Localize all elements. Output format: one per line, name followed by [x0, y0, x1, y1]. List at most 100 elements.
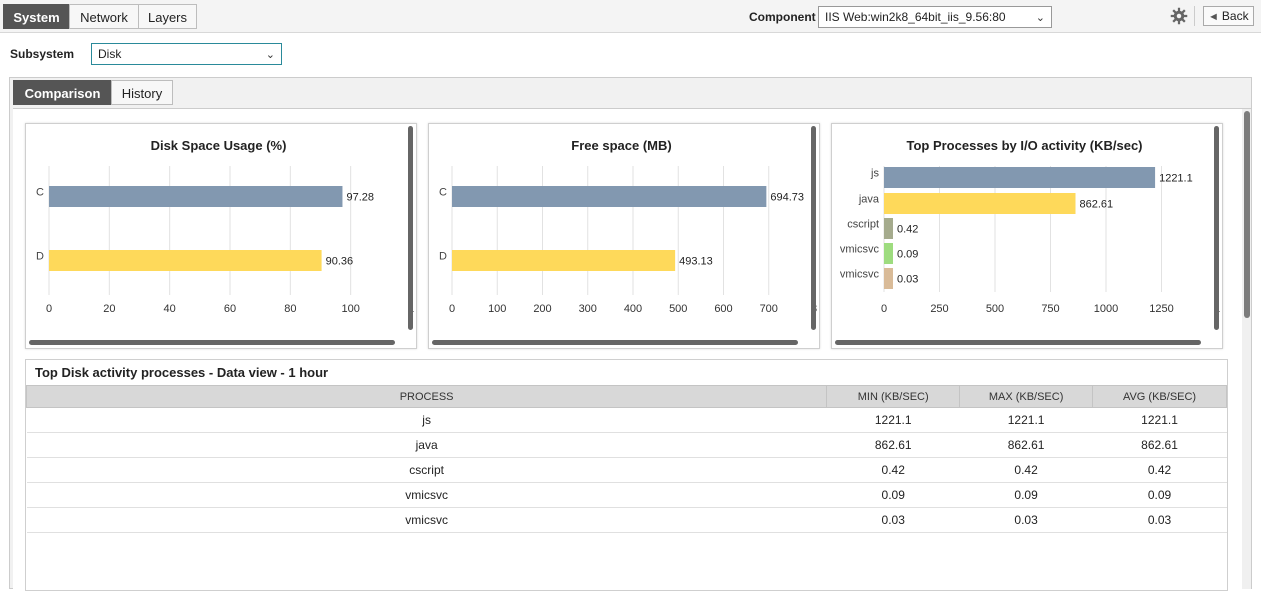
cell-max: 0.09: [959, 482, 1093, 508]
x-tick-label: 750: [1041, 303, 1059, 315]
x-tick-label: 0: [449, 303, 455, 315]
gear-icon[interactable]: [1170, 7, 1188, 25]
bar: [884, 218, 893, 239]
x-tick-label: 400: [624, 303, 642, 315]
chart-title: Top Processes by I/O activity (KB/sec): [906, 138, 1143, 153]
top-processes-io-chart: Top Processes by I/O activity (KB/sec) 0…: [831, 123, 1223, 349]
category-label: vmicsvc: [840, 269, 880, 281]
x-tick-label: 60: [224, 303, 236, 315]
table-row[interactable]: vmicsvc 0.09 0.09 0.09: [26, 482, 1227, 508]
x-tick-label: 100: [341, 303, 359, 315]
table-row[interactable]: java 862.61 862.61 862.61: [26, 432, 1227, 458]
cell-max: 1221.1: [959, 407, 1093, 433]
x-tick-label: 100: [488, 303, 506, 315]
x-tick-label: 300: [579, 303, 597, 315]
bar: [49, 250, 322, 271]
column-header-process[interactable]: PROCESS: [25, 385, 828, 408]
chevron-down-icon: ⌄: [265, 49, 275, 61]
bar-value-label: 0.42: [897, 224, 918, 236]
category-label: js: [870, 168, 879, 180]
toolbar-divider: [1194, 6, 1195, 26]
cell-min: 1221.1: [826, 407, 960, 433]
bar-value-label: 0.03: [897, 274, 918, 286]
cell-avg: 0.03: [1092, 507, 1227, 533]
top-toolbar: System Network Layers Component IIS Web:…: [0, 0, 1261, 33]
disk-space-usage-chart: Disk Space Usage (%) 020406080100197.28C…: [25, 123, 417, 349]
x-tick-label: 200: [533, 303, 551, 315]
bar: [884, 167, 1156, 188]
bar-value-label: 862.61: [1079, 199, 1113, 211]
x-tick-label: 20: [103, 303, 115, 315]
x-tick-label: 0: [46, 303, 52, 315]
tab-layers[interactable]: Layers: [138, 4, 197, 29]
back-arrow-icon: ◄: [1208, 11, 1219, 23]
cell-max: 0.03: [959, 507, 1093, 533]
subsystem-select[interactable]: Disk ⌄: [91, 43, 282, 65]
bar-value-label: 90.36: [326, 256, 354, 268]
cell-process: vmicsvc: [26, 507, 827, 533]
vertical-scrollbar[interactable]: [1242, 109, 1251, 589]
cell-process: cscript: [26, 457, 827, 483]
bar: [884, 243, 893, 264]
vertical-scrollbar-thumb[interactable]: [1244, 111, 1250, 318]
disk-activity-table-panel: Top Disk activity processes - Data view …: [25, 359, 1228, 591]
component-value: IIS Web:win2k8_64bit_iis_9.56:80: [825, 10, 1006, 24]
category-label: C: [439, 187, 447, 199]
tab-comparison[interactable]: Comparison: [13, 80, 112, 105]
bar-value-label: 694.73: [770, 192, 804, 204]
chart-vertical-scrollbar[interactable]: [1214, 126, 1219, 330]
table-row[interactable]: vmicsvc 0.03 0.03 0.03: [26, 507, 1227, 533]
back-label: Back: [1221, 9, 1249, 23]
bar-value-label: 97.28: [346, 192, 374, 204]
cell-min: 862.61: [826, 432, 960, 458]
disk-activity-table: PROCESS MIN (KB/SEC) MAX (KB/SEC) AVG (K…: [25, 385, 1227, 533]
bar: [452, 250, 676, 271]
cell-avg: 1221.1: [1092, 407, 1227, 433]
component-select[interactable]: IIS Web:win2k8_64bit_iis_9.56:80 ⌄: [818, 6, 1052, 28]
cell-max: 862.61: [959, 432, 1093, 458]
tab-network[interactable]: Network: [69, 4, 139, 29]
category-label: vmicsvc: [840, 244, 880, 256]
x-tick-label: 80: [284, 303, 296, 315]
back-button[interactable]: ◄ Back: [1203, 6, 1254, 26]
bar: [49, 186, 343, 207]
bar-value-label: 493.13: [679, 256, 713, 268]
chart-horizontal-scrollbar[interactable]: [432, 340, 798, 345]
category-label: java: [858, 194, 880, 206]
cell-avg: 0.42: [1092, 457, 1227, 483]
tab-system[interactable]: System: [3, 4, 70, 29]
chart-horizontal-scrollbar[interactable]: [835, 340, 1201, 345]
category-label: D: [36, 251, 44, 263]
subsystem-value: Disk: [98, 47, 122, 61]
x-tick-label: 1250: [1149, 303, 1173, 315]
x-tick-label: 0: [881, 303, 887, 315]
bar: [884, 268, 893, 289]
cell-process: js: [26, 407, 827, 433]
cell-min: 0.42: [826, 457, 960, 483]
category-label: cscript: [847, 219, 879, 231]
column-header-max[interactable]: MAX (KB/SEC): [959, 385, 1094, 408]
table-row[interactable]: js 1221.1 1221.1 1221.1: [26, 407, 1227, 433]
x-tick-label: 600: [714, 303, 732, 315]
chart-title: Disk Space Usage (%): [150, 138, 287, 153]
x-tick-label: 700: [760, 303, 778, 315]
component-label: Component: [749, 10, 816, 24]
x-tick-label: 40: [164, 303, 176, 315]
chart-vertical-scrollbar[interactable]: [408, 126, 413, 330]
cell-avg: 0.09: [1092, 482, 1227, 508]
column-header-min[interactable]: MIN (KB/SEC): [826, 385, 961, 408]
table-header-row: PROCESS MIN (KB/SEC) MAX (KB/SEC) AVG (K…: [25, 385, 1227, 408]
subsystem-label: Subsystem: [10, 47, 75, 61]
tab-history[interactable]: History: [111, 80, 173, 105]
bar-value-label: 1221.1: [1159, 173, 1193, 185]
table-title: Top Disk activity processes - Data view …: [35, 365, 329, 380]
bar-value-label: 0.09: [897, 249, 918, 261]
chevron-down-icon: ⌄: [1035, 12, 1045, 24]
category-label: D: [439, 251, 447, 263]
x-tick-label: 250: [930, 303, 948, 315]
column-header-avg[interactable]: AVG (KB/SEC): [1092, 385, 1227, 408]
chart-vertical-scrollbar[interactable]: [811, 126, 816, 330]
bar: [884, 193, 1076, 214]
chart-horizontal-scrollbar[interactable]: [29, 340, 395, 345]
table-row[interactable]: cscript 0.42 0.42 0.42: [26, 457, 1227, 483]
